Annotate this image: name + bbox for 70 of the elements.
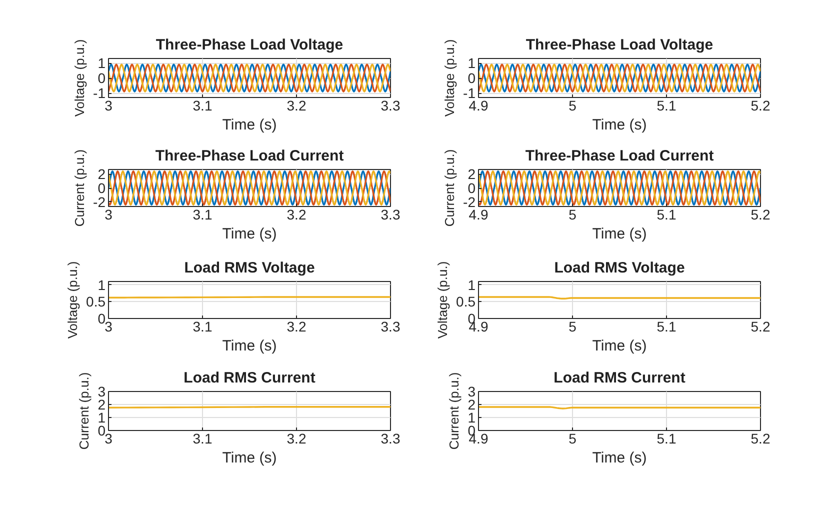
x-axis-title: Time (s) [222, 450, 277, 466]
x-tick-label: 3.3 [380, 206, 400, 222]
x-tick-label: 5.2 [750, 318, 770, 334]
y-tick-label: 0 [98, 70, 106, 86]
y-tick-label: 2 [98, 396, 106, 412]
y-tick-label: 0.5 [456, 294, 476, 310]
x-tick-label: 5 [568, 206, 577, 222]
y-tick-label: 1 [468, 55, 476, 71]
x-axis-title: Time (s) [222, 116, 277, 134]
x-tick-label: 5.1 [656, 206, 676, 222]
y-axis-title: Current (p.u.) [76, 372, 92, 450]
chart-title: Load RMS Voltage [184, 260, 315, 276]
y-tick-label: 2 [98, 166, 106, 182]
x-tick-label: 5 [568, 318, 577, 334]
x-tick-label: 3.2 [286, 430, 306, 446]
x-tick-label: 5.2 [750, 98, 770, 114]
chart-title: Three-Phase Load Current [155, 148, 344, 164]
x-tick-label: 3.1 [192, 318, 212, 334]
y-axis-title: Current (p.u.) [442, 149, 458, 227]
chart-title: Load RMS Current [554, 370, 686, 386]
y-tick-label: 1 [98, 276, 106, 293]
y-tick-label: 2 [468, 396, 476, 412]
chart-title: Load RMS Voltage [554, 260, 685, 276]
y-tick-label: -2 [93, 194, 106, 210]
x-tick-label: 3.1 [192, 98, 212, 114]
y-tick-label: -1 [93, 85, 106, 101]
x-tick-label: 5.1 [656, 98, 676, 114]
chart-title: Three-Phase Load Current [525, 148, 714, 164]
y-tick-label: 0 [98, 310, 106, 326]
y-tick-label: 1 [98, 410, 106, 426]
x-axis-title: Time (s) [592, 338, 647, 354]
x-tick-label: 3.2 [286, 318, 306, 334]
x-tick-label: 5.1 [656, 318, 676, 334]
y-tick-label: 0 [468, 180, 476, 196]
chart-title: Load RMS Current [184, 370, 316, 386]
x-tick-label: 3.3 [380, 318, 400, 334]
y-tick-label: 3 [468, 384, 476, 400]
y-tick-label: 1 [98, 55, 106, 71]
x-axis-title: Time (s) [592, 450, 647, 466]
y-tick-label: 0 [468, 70, 476, 86]
y-tick-label: 0 [98, 180, 106, 196]
y-tick-label: 1 [468, 410, 476, 426]
x-tick-label: 5.1 [656, 430, 676, 446]
y-axis-title: Voltage (p.u.) [65, 261, 80, 339]
x-tick-label: 3.2 [286, 206, 306, 222]
x-tick-label: 5.2 [750, 206, 770, 222]
x-tick-label: 3.3 [380, 98, 400, 114]
x-tick-label: 3.1 [192, 206, 212, 222]
y-axis-title: Voltage (p.u.) [435, 261, 450, 339]
x-tick-label: 5 [568, 98, 577, 114]
x-tick-label: 3.2 [286, 98, 306, 114]
chart-title: Three-Phase Load Voltage [156, 36, 344, 54]
x-tick-label: 5 [568, 430, 577, 446]
x-tick-label: 5.2 [750, 430, 770, 446]
x-tick-label: 3.1 [192, 430, 212, 446]
x-tick-label: 3.3 [380, 430, 400, 446]
y-axis-title: Current (p.u.) [72, 149, 88, 227]
y-axis-title: Voltage (p.u.) [72, 39, 88, 117]
y-tick-label: 3 [98, 384, 106, 400]
y-axis-title: Current (p.u.) [446, 372, 462, 450]
chart-title: Three-Phase Load Voltage [526, 36, 714, 54]
x-axis-title: Time (s) [592, 116, 647, 134]
x-axis-title: Time (s) [222, 338, 277, 354]
y-tick-label: 0.5 [86, 294, 106, 310]
x-axis-title: Time (s) [222, 226, 277, 242]
y-axis-title: Voltage (p.u.) [442, 39, 458, 117]
y-tick-label: 2 [468, 166, 476, 182]
y-tick-label: 1 [468, 276, 476, 293]
x-axis-title: Time (s) [592, 226, 647, 242]
y-tick-label: 0 [98, 422, 106, 438]
